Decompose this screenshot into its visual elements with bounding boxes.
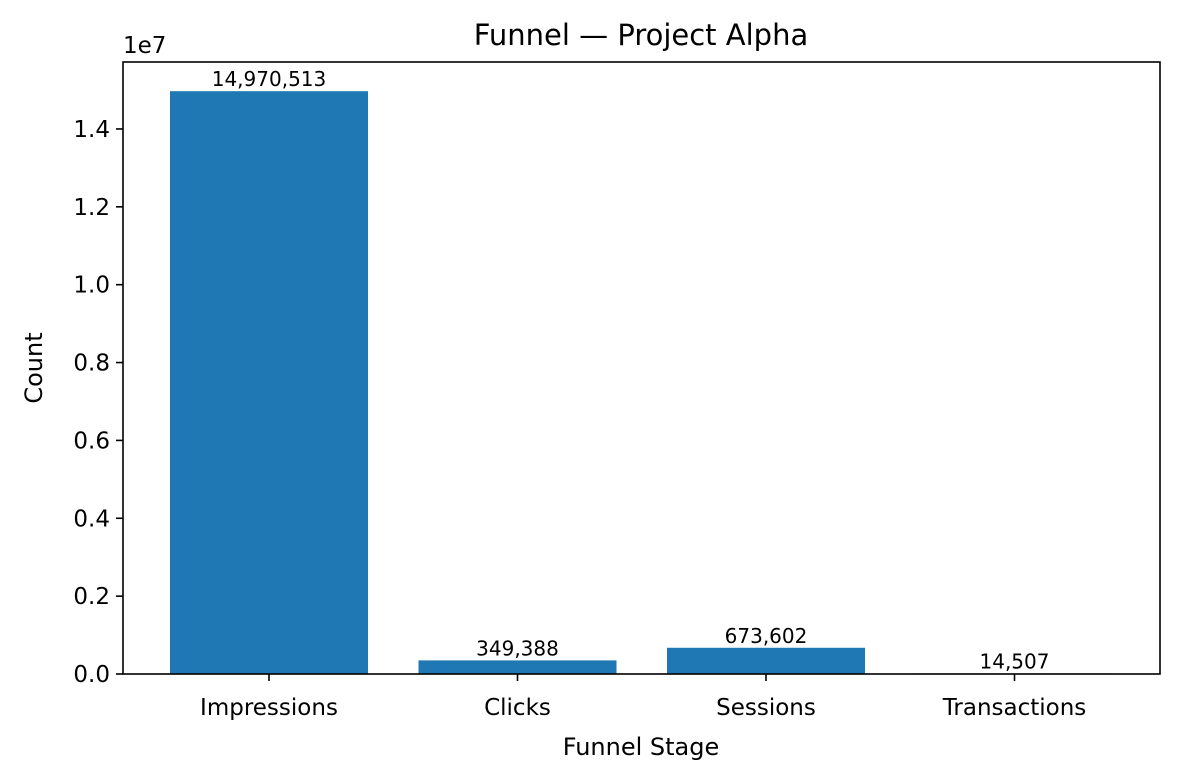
data-labels-layer: 14,970,513 349,388 673,602 14,507 — [212, 67, 1050, 673]
plot-area-frame — [122, 61, 1161, 675]
y-axis-label: Count — [20, 332, 48, 403]
data-label-impressions: 14,970,513 — [212, 67, 327, 91]
bars-layer — [170, 91, 1114, 675]
y-tick-label: 0.0 — [73, 662, 110, 688]
chart-title: Funnel — Project Alpha — [474, 18, 808, 52]
x-axis-label: Funnel Stage — [563, 733, 720, 761]
bar-impressions — [170, 91, 368, 675]
y-tick-label: 1.0 — [73, 273, 110, 299]
y-tick-label: 0.2 — [73, 584, 110, 610]
x-tick-label-impressions: Impressions — [200, 695, 338, 721]
y-axis-offset-label: 1e7 — [123, 33, 166, 59]
x-tick-label-sessions: Sessions — [716, 695, 816, 721]
y-tick-label: 0.6 — [73, 428, 110, 454]
bar-clicks — [418, 660, 617, 674]
x-tick-label-clicks: Clicks — [484, 695, 551, 721]
data-label-clicks: 349,388 — [476, 636, 559, 660]
y-tick-label: 1.4 — [73, 117, 110, 143]
y-tick-label: 0.4 — [73, 506, 110, 532]
bar-sessions — [667, 647, 865, 674]
data-label-sessions: 673,602 — [725, 624, 808, 648]
x-tick-label-transactions: Transactions — [942, 695, 1087, 721]
data-label-transactions: 14,507 — [980, 649, 1050, 673]
y-tick-label: 1.2 — [73, 195, 110, 221]
ticks-layer: Impressions Clicks Sessions Transactions 0.0… — [73, 117, 1086, 721]
y-tick-label: 0.8 — [73, 351, 110, 377]
